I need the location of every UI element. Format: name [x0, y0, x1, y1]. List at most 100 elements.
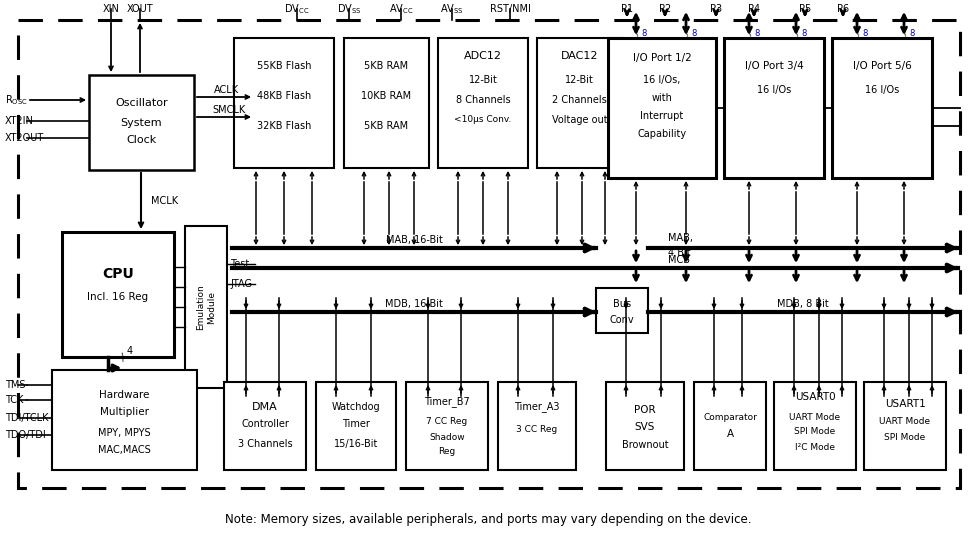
Text: 8: 8 [801, 28, 807, 37]
Text: /: / [856, 30, 863, 40]
Text: AV$_{\mathrm{SS}}$: AV$_{\mathrm{SS}}$ [441, 2, 464, 16]
Text: USART0: USART0 [794, 392, 835, 402]
Bar [774, 382, 856, 470]
Text: /: / [634, 30, 642, 40]
Text: 16 I/Os: 16 I/Os [757, 85, 791, 95]
Text: CPU: CPU [103, 267, 134, 281]
Bar [406, 382, 488, 470]
Text: 10KB RAM: 10KB RAM [361, 91, 411, 101]
Text: ADC12: ADC12 [464, 51, 502, 61]
Bar [608, 38, 716, 178]
Text: AV$_{\mathrm{CC}}$: AV$_{\mathrm{CC}}$ [389, 2, 413, 16]
Text: Timer_A3: Timer_A3 [514, 402, 560, 412]
Bar [234, 38, 334, 168]
Text: MAB,: MAB, [668, 233, 693, 243]
Bar [606, 382, 684, 470]
Bar [864, 382, 946, 470]
Text: UART Mode: UART Mode [789, 412, 840, 422]
Text: 15/16-Bit: 15/16-Bit [334, 439, 378, 449]
Text: 12-Bit: 12-Bit [565, 75, 594, 85]
Text: 16 I/Os: 16 I/Os [865, 85, 899, 95]
Text: MDB, 16-Bit: MDB, 16-Bit [385, 299, 443, 309]
Text: 32KB Flash: 32KB Flash [257, 121, 312, 131]
Text: with: with [652, 93, 672, 103]
Text: Timer: Timer [342, 419, 370, 429]
Text: Clock: Clock [126, 135, 156, 145]
Text: P4: P4 [748, 4, 760, 14]
Text: /: / [903, 30, 910, 40]
Text: SMCLK: SMCLK [212, 105, 245, 115]
Text: A: A [727, 429, 734, 439]
Bar [344, 38, 429, 168]
Text: MCLK: MCLK [151, 196, 178, 206]
Text: DV$_{\mathrm{CC}}$: DV$_{\mathrm{CC}}$ [284, 2, 310, 16]
Text: <10μs Conv.: <10μs Conv. [454, 116, 512, 125]
Text: DV$_{\mathrm{SS}}$: DV$_{\mathrm{SS}}$ [337, 2, 361, 16]
Text: Test: Test [230, 259, 249, 269]
Text: XT2OUT: XT2OUT [5, 133, 44, 143]
Bar [224, 382, 306, 470]
Text: 4 Bit: 4 Bit [668, 248, 691, 258]
Text: 48KB Flash: 48KB Flash [257, 91, 311, 101]
Text: R$_{\mathrm{OSC}}$: R$_{\mathrm{OSC}}$ [5, 93, 28, 107]
Text: P1: P1 [621, 4, 633, 14]
Text: Voltage out: Voltage out [552, 115, 608, 125]
Text: Controller: Controller [241, 419, 289, 429]
Text: Emulation
Module: Emulation Module [196, 284, 216, 330]
Text: /: / [685, 30, 692, 40]
Text: Capability: Capability [637, 129, 687, 139]
Text: Bus: Bus [613, 299, 631, 309]
Text: ACLK: ACLK [213, 85, 238, 95]
Text: Hardware: Hardware [100, 390, 149, 400]
Text: Brownout: Brownout [621, 440, 668, 450]
Text: Comparator: Comparator [703, 412, 757, 422]
Text: RST/NMI: RST/NMI [489, 4, 531, 14]
Text: XIN: XIN [103, 4, 119, 14]
Text: Shadow: Shadow [429, 433, 465, 442]
Text: System: System [121, 118, 162, 128]
Text: MPY, MPYS: MPY, MPYS [98, 428, 150, 438]
Text: 3 CC Reg: 3 CC Reg [517, 425, 558, 434]
Text: POR: POR [634, 405, 656, 415]
Bar [832, 38, 932, 178]
Bar [316, 382, 396, 470]
Text: UART Mode: UART Mode [879, 417, 930, 426]
Text: TDI/TCLK: TDI/TCLK [5, 413, 49, 423]
Text: 55KB Flash: 55KB Flash [257, 61, 312, 71]
Text: P6: P6 [837, 4, 849, 14]
Text: 5KB RAM: 5KB RAM [364, 121, 408, 131]
Text: JTAG: JTAG [230, 279, 252, 289]
Text: 7 CC Reg: 7 CC Reg [426, 417, 468, 426]
Text: DAC12: DAC12 [561, 51, 598, 61]
Text: Timer_B7: Timer_B7 [424, 396, 470, 408]
Text: P5: P5 [799, 4, 811, 14]
Text: Note: Memory sizes, available peripherals, and ports may vary depending on the d: Note: Memory sizes, available peripheral… [225, 514, 751, 526]
Text: SPI Mode: SPI Mode [794, 427, 835, 437]
Text: Incl. 16 Reg: Incl. 16 Reg [87, 292, 149, 302]
Bar [537, 38, 622, 168]
Text: SVS: SVS [635, 422, 656, 432]
Text: /: / [120, 353, 126, 363]
Text: 4: 4 [127, 346, 133, 356]
Text: XOUT: XOUT [127, 4, 153, 14]
Text: 8: 8 [754, 28, 760, 37]
Text: Reg: Reg [439, 447, 455, 456]
Text: Multiplier: Multiplier [100, 407, 149, 417]
Text: DMA: DMA [252, 402, 277, 412]
Text: MDB, 8 Bit: MDB, 8 Bit [777, 299, 828, 309]
Text: TMS: TMS [5, 380, 25, 390]
Text: MCB: MCB [668, 255, 690, 265]
Text: 8: 8 [910, 28, 914, 37]
Text: Conv: Conv [610, 315, 634, 325]
Text: 8: 8 [863, 28, 868, 37]
Text: 16 I/Os,: 16 I/Os, [643, 75, 681, 85]
Text: I/O Port 1/2: I/O Port 1/2 [633, 53, 692, 63]
Text: SPI Mode: SPI Mode [884, 433, 925, 442]
Text: MAB, 16-Bit: MAB, 16-Bit [386, 235, 443, 245]
Text: USART1: USART1 [884, 399, 925, 409]
Text: I/O Port 3/4: I/O Port 3/4 [744, 61, 803, 71]
Text: TCK: TCK [5, 395, 23, 405]
Text: Interrupt: Interrupt [640, 111, 684, 121]
Text: /: / [747, 30, 754, 40]
Text: 3 Channels: 3 Channels [237, 439, 292, 449]
